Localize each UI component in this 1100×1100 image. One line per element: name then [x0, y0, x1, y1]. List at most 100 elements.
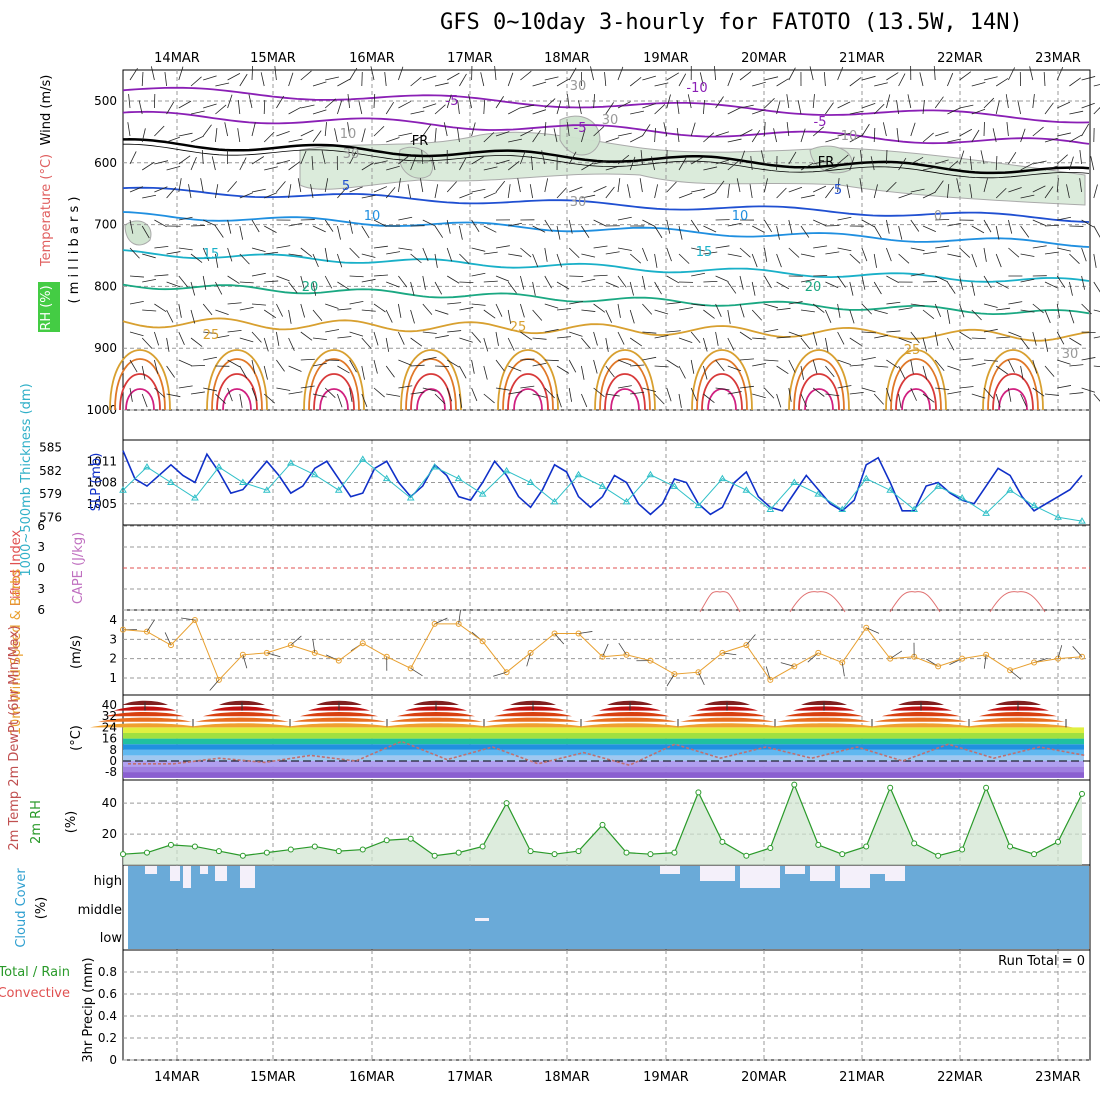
- precip-tick-label: 0.4: [98, 1009, 117, 1023]
- temp-lobe-6-2: [701, 373, 743, 411]
- ylabel-wind: Wind (m/s): [39, 75, 54, 146]
- wind-barb: [812, 94, 815, 109]
- wind-barb: [642, 331, 657, 334]
- wind-barb: [288, 391, 303, 395]
- wind-barb: [349, 387, 353, 402]
- wind-barb: [898, 365, 906, 379]
- wind-barb: [361, 365, 365, 380]
- wind-barb: [1020, 225, 1030, 238]
- wind-barb: [520, 104, 535, 109]
- wind-barb: [471, 122, 476, 137]
- wind-barb: [910, 122, 916, 137]
- wind-barb: [971, 309, 982, 321]
- wind-speed-line: [122, 619, 1083, 681]
- wind-barb: [480, 72, 485, 87]
- wind-barb: [288, 281, 298, 294]
- wind-barb: [825, 337, 829, 352]
- wind-barb: [190, 364, 206, 367]
- pressure-tick-label: 700: [94, 218, 117, 232]
- wind-barb: [947, 184, 950, 199]
- wind-barb: [800, 393, 808, 407]
- wind-barb-10m: [242, 654, 248, 669]
- wind-barb: [995, 225, 1000, 240]
- wind-barb: [532, 393, 547, 398]
- wind-barb: [995, 187, 1007, 199]
- date-label-top: 16MAR: [349, 51, 395, 66]
- wind-barb: [715, 245, 730, 249]
- wind-barb: [324, 178, 329, 193]
- wind-barb: [922, 191, 936, 199]
- wind-barb: [1093, 336, 1100, 339]
- wind-barb: [334, 128, 338, 143]
- wind-barb: [166, 281, 180, 288]
- wind-barb: [947, 160, 959, 171]
- wind-barb: [837, 154, 849, 165]
- wind-barb: [849, 156, 855, 171]
- wind-barb: [300, 150, 307, 165]
- wind-barb: [166, 101, 175, 115]
- wind-marker: [1007, 667, 1014, 674]
- temp-hot-3-1: [389, 717, 483, 722]
- wind-barb: [312, 337, 327, 341]
- temp-band-7: [123, 733, 1084, 739]
- wind-barb: [532, 362, 547, 367]
- wind-barb: [934, 303, 942, 318]
- temp-band-5: [123, 744, 1084, 750]
- rh-legend-swatch: [38, 282, 60, 332]
- wind-barb: [1017, 100, 1021, 115]
- wind-barb: [566, 122, 570, 137]
- wind-barb: [593, 94, 595, 109]
- wind-barb: [370, 66, 375, 81]
- wind-barb: [886, 387, 891, 402]
- wind-barb: [128, 94, 131, 109]
- rh-marker: [695, 789, 702, 796]
- wind-barb: [910, 247, 925, 252]
- wind-barb: [568, 247, 580, 259]
- wind-barb: [129, 219, 134, 234]
- wind-barb: [666, 359, 679, 368]
- wind-barb: [703, 225, 717, 233]
- wind-barb: [1032, 219, 1046, 226]
- wind-barb: [947, 391, 962, 395]
- wind-barb: [447, 302, 462, 305]
- date-label-bottom: 19MAR: [643, 1070, 689, 1085]
- li-tick-label: 6: [37, 519, 45, 533]
- wind-barb: [1081, 76, 1096, 81]
- thk-marker: [694, 501, 703, 509]
- wind-barb: [935, 218, 950, 221]
- cloud-gap-8: [740, 866, 780, 888]
- temp-hot-9-0: [963, 723, 1073, 728]
- rh-marker: [503, 800, 510, 807]
- wind-barb: [825, 137, 839, 143]
- wind-barb: [556, 187, 567, 199]
- wind-barb: [227, 359, 240, 368]
- wind-barb: [874, 365, 889, 368]
- wind-barb: [361, 128, 366, 143]
- wind-barb: [239, 225, 244, 240]
- wind-barb: [288, 309, 292, 324]
- wind-barb: [263, 99, 266, 115]
- wind-barb: [1008, 219, 1013, 234]
- wind-barb: [1056, 154, 1068, 165]
- wind-barb: [786, 94, 790, 109]
- wind-barb: [1044, 281, 1058, 289]
- wind-barb: [654, 104, 666, 115]
- wind-barb: [630, 135, 643, 143]
- wind-barb: [407, 184, 411, 199]
- wind-barb: [190, 110, 205, 115]
- temp-hot-1-0: [187, 723, 297, 728]
- cloud-gap-7: [700, 866, 735, 881]
- temp-contour-minus5: [122, 110, 1090, 145]
- wind-barb: [886, 330, 901, 333]
- wind-barb: [215, 393, 226, 404]
- wind-barb: [764, 121, 766, 137]
- wind-barb: [629, 156, 636, 171]
- wind-barb: [849, 134, 863, 143]
- wind-barb: [190, 281, 196, 296]
- wind-barb: [910, 359, 914, 374]
- wind-barb: [971, 225, 985, 234]
- wind-barb: [215, 335, 230, 339]
- wind-barb: [1043, 72, 1046, 87]
- wind-marker: [863, 624, 870, 631]
- wind-barb: [483, 166, 498, 171]
